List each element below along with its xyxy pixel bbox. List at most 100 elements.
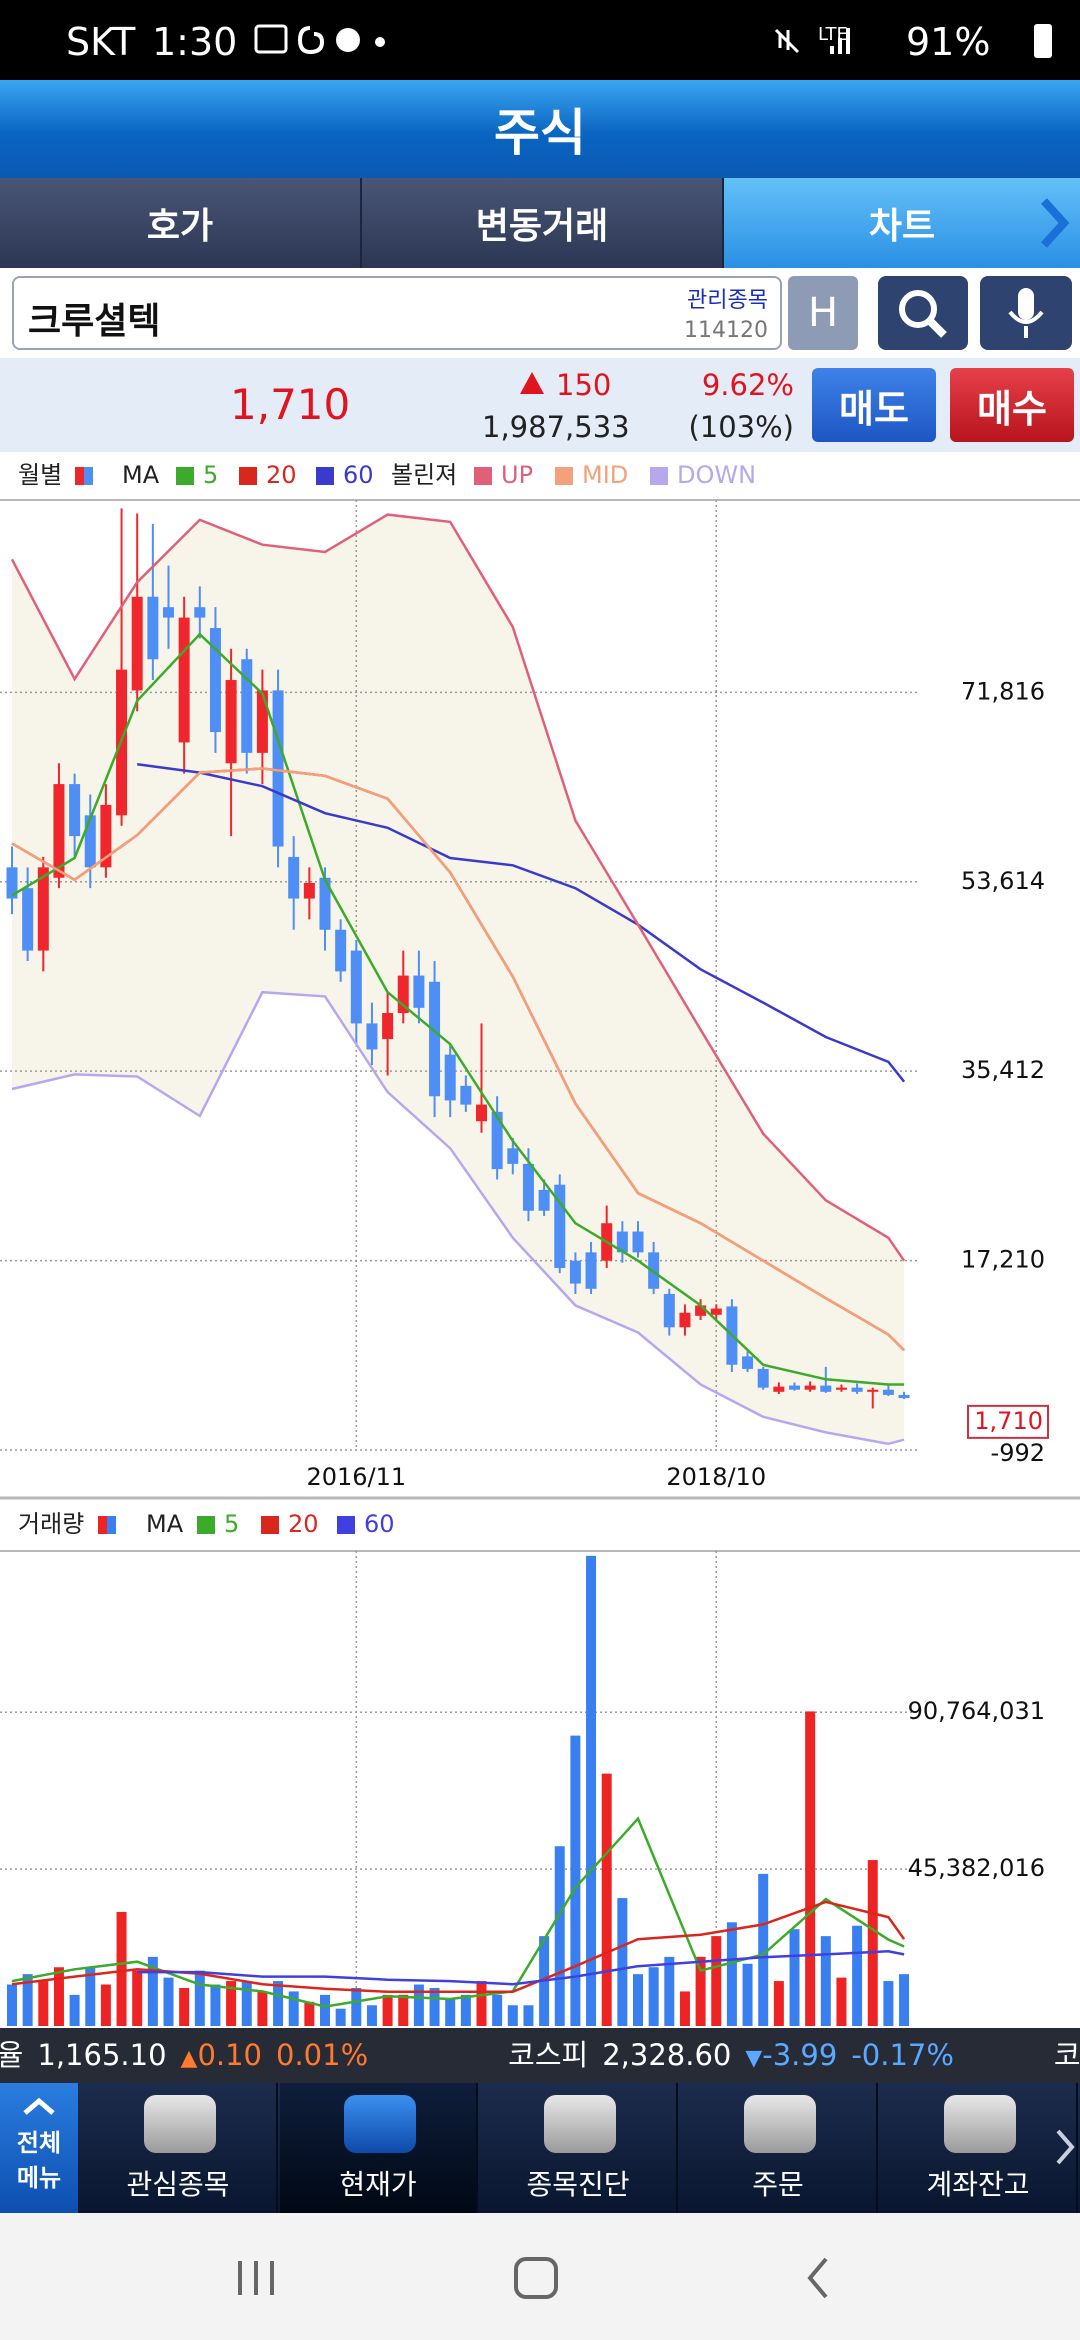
- status-bar: SKT 1:30 LTE 91%: [0, 0, 1080, 80]
- volume-bar: [366, 2005, 377, 2026]
- buy-button[interactable]: 매수: [950, 368, 1074, 442]
- up-arrow: [520, 372, 544, 394]
- h-button[interactable]: H: [788, 276, 858, 350]
- candle-body: [163, 607, 174, 618]
- ticker-change: 0.10: [197, 2038, 263, 2072]
- title-bar: 주식: [0, 80, 1080, 178]
- system-nav: [0, 2213, 1080, 2340]
- ticker-rate: 0.01%: [276, 2038, 369, 2072]
- candle-body: [397, 975, 409, 1014]
- market-ticker: 환율 1,165.10 ▲0.10 0.01% 코스피 2,328.60 ▼-3.99 -0.…: [0, 2028, 1080, 2083]
- y-tick-label: 35,412: [961, 1056, 1045, 1084]
- ticker-label: 코스피: [508, 2038, 589, 2072]
- nav-label: 주문: [752, 2168, 804, 2201]
- tab-active[interactable]: 차트: [724, 178, 1080, 268]
- nav-item[interactable]: 종목진단: [480, 2083, 678, 2213]
- nav-item[interactable]: 주문: [680, 2083, 878, 2213]
- candle-body: [695, 1305, 707, 1316]
- voice-button[interactable]: [980, 276, 1072, 350]
- tab[interactable]: 호가: [0, 178, 362, 268]
- bottom-nav: 전체 메뉴 관심종목 현재가 종목진단 주문 계좌잔고: [0, 2083, 1080, 2213]
- candle-body: [319, 877, 331, 930]
- ticker-change: -3.99: [762, 2038, 838, 2072]
- nav-item[interactable]: 계좌잔고: [880, 2083, 1078, 2213]
- volume-bar: [304, 2001, 315, 2026]
- volume-bar: [586, 1555, 597, 2026]
- candle-body: [773, 1386, 785, 1392]
- legend-title: 월별: [18, 461, 62, 489]
- sell-button[interactable]: 매도: [812, 368, 936, 442]
- candle-body: [84, 815, 96, 868]
- ticker-rate: -0.17%: [851, 2038, 954, 2072]
- volume-bar: [679, 1991, 690, 2026]
- ticker-row: 환율 1,165.10 ▲0.10 0.01% 코스피 2,328.60 ▼-3.99 -0.…: [0, 2028, 1080, 2083]
- menu-label: 메뉴: [16, 2164, 62, 2192]
- candle-body: [757, 1368, 769, 1388]
- legend-swatch: [239, 467, 257, 485]
- volume-bar: [820, 1936, 831, 2026]
- volume-bar: [38, 1981, 49, 2026]
- price-chart: 월별 MA 볼린져 5 20 60 UP MID DOWN -992 17,210 35,412 53,…: [0, 461, 1080, 1500]
- nav-icon: [344, 2095, 416, 2153]
- stock-input[interactable]: 크루셜텍 관리종목 114120: [12, 276, 782, 350]
- stock-badge: 관리종목: [687, 288, 768, 313]
- home-button[interactable]: [514, 2257, 558, 2299]
- legend-swatch: [555, 467, 573, 485]
- legend-item: 20: [266, 461, 297, 489]
- candle-body: [382, 1013, 394, 1040]
- current-price: 1,710: [230, 380, 351, 429]
- search-button[interactable]: [878, 276, 968, 350]
- candle-body: [366, 1023, 378, 1050]
- volume-bar: [789, 1929, 800, 2026]
- volume-bar: [335, 2008, 346, 2026]
- volume-bar: [194, 1970, 205, 2026]
- volume-bar: [601, 1773, 612, 2026]
- legend-icon: [75, 467, 84, 485]
- volume-bar: [7, 1984, 17, 2026]
- candle-body: [867, 1389, 879, 1392]
- volume-bar: [773, 1981, 784, 2026]
- recent-apps-button[interactable]: [238, 2261, 274, 2295]
- ticker-label: 환율: [0, 2038, 24, 2072]
- back-button[interactable]: [807, 2257, 828, 2299]
- stock-name: 크루셜텍: [28, 301, 161, 342]
- nav-next[interactable]: [1054, 2127, 1078, 2167]
- candle-body: [22, 888, 34, 951]
- volume-bar: [476, 1981, 487, 2026]
- tab[interactable]: 변동거래: [362, 178, 724, 268]
- volume-bar: [69, 1994, 80, 2026]
- x-tick-label: 2018/10: [666, 1463, 766, 1491]
- candle-body: [789, 1385, 800, 1390]
- signal-icons: [774, 28, 850, 54]
- price-row: 1,710 150 1,987,533 9.62% (103%) 매도 매수: [0, 358, 1080, 452]
- legend-label: MA: [146, 1510, 184, 1538]
- nav-item[interactable]: 관심종목: [80, 2083, 278, 2213]
- volume-bar: [147, 1956, 158, 2026]
- volume-bar: [351, 1987, 362, 2026]
- full-menu[interactable]: 전체 메뉴: [0, 2083, 78, 2213]
- volume-bar: [163, 1977, 174, 2026]
- volume-bar: [53, 1967, 64, 2026]
- candle-body: [288, 856, 300, 899]
- volume-bar: [883, 1981, 894, 2026]
- volume-bar: [257, 1991, 268, 2026]
- legend-item: MID: [582, 461, 628, 489]
- indicator-line: [11, 990, 905, 1446]
- candle-body: [429, 981, 441, 1097]
- candle-body: [679, 1312, 691, 1328]
- candle-body: [804, 1385, 816, 1390]
- volume-ratio: (103%): [688, 410, 794, 444]
- legend-title: 거래량: [18, 1510, 84, 1538]
- nav-item-active[interactable]: 현재가: [280, 2083, 478, 2213]
- ticker-up: ▲: [180, 2046, 198, 2071]
- volume-bar: [570, 1735, 581, 2026]
- last-price-label: 1,710: [974, 1407, 1043, 1435]
- tab-next-arrow[interactable]: [1036, 193, 1076, 253]
- volume-bar: [867, 1860, 878, 2026]
- legend-item: 20: [288, 1510, 319, 1538]
- candle-body: [632, 1231, 644, 1253]
- legend-item: 60: [364, 1510, 395, 1538]
- candle-body: [100, 804, 112, 868]
- candle-body: [460, 1085, 472, 1105]
